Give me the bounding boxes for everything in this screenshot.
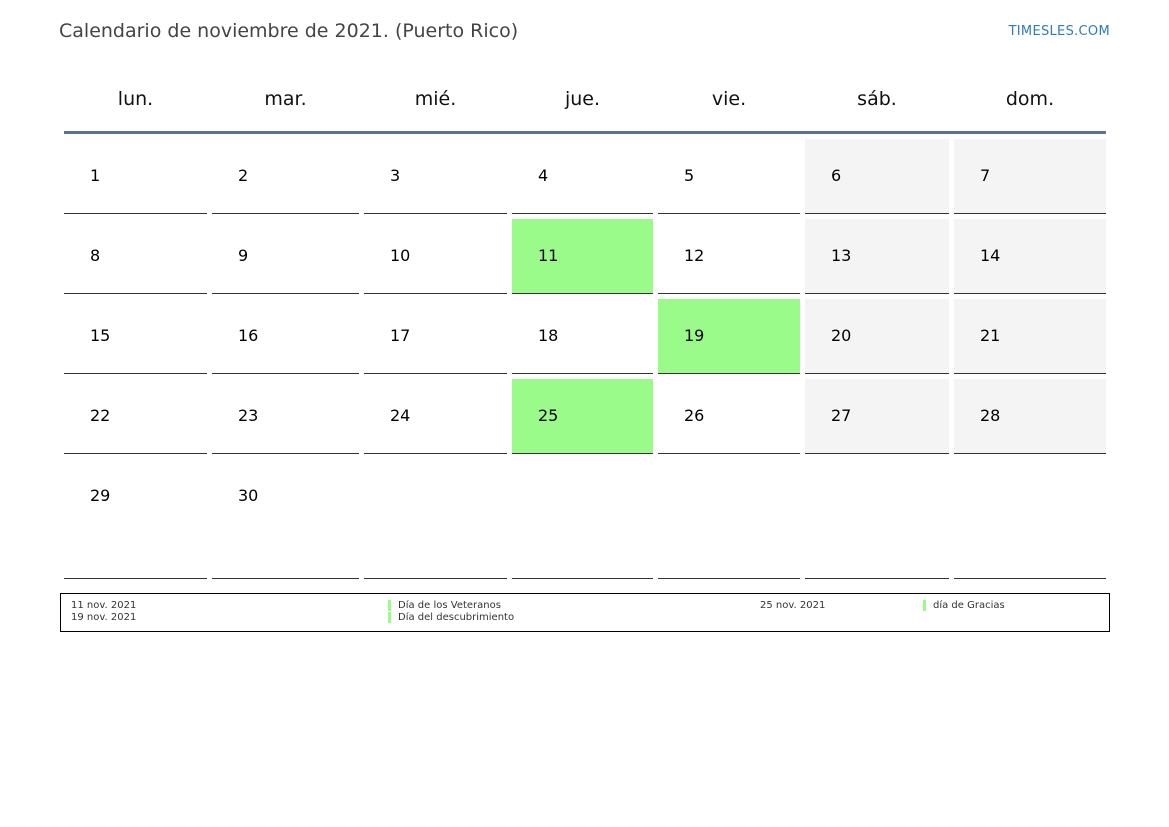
- day-cell[interactable]: 17: [364, 299, 507, 374]
- day-cell[interactable]: 27: [805, 379, 949, 454]
- weekday-label: dom.: [1005, 88, 1055, 110]
- holiday-date: 19 nov. 2021: [71, 612, 137, 623]
- day-number: 30: [238, 486, 259, 505]
- weekday-header-row: lun. mar. mié. jue. vie. sáb. dom.: [64, 75, 1106, 131]
- day-cell[interactable]: 22: [64, 379, 207, 454]
- day-cell[interactable]: 7: [954, 139, 1106, 214]
- holiday-date: 11 nov. 2021: [71, 600, 137, 611]
- day-cell[interactable]: 30: [212, 459, 359, 579]
- page-title: Calendario de noviembre de 2021. (Puerto…: [59, 20, 519, 42]
- weekday-label: jue.: [564, 88, 601, 110]
- day-number: 22: [90, 406, 111, 425]
- day-cell[interactable]: [658, 459, 800, 579]
- day-cell[interactable]: 1: [64, 139, 207, 214]
- day-number: 27: [831, 406, 852, 425]
- header-divider: [64, 131, 1106, 134]
- day-number: 6: [831, 166, 842, 185]
- weekday-label: mié.: [414, 88, 457, 110]
- day-number: 23: [238, 406, 259, 425]
- day-number: 29: [90, 486, 111, 505]
- day-cell[interactable]: 15: [64, 299, 207, 374]
- day-cell-holiday[interactable]: 19: [658, 299, 800, 374]
- day-cell[interactable]: 14: [954, 219, 1106, 294]
- week-row: 1 2 3 4 5 6 7: [64, 139, 1106, 214]
- day-number: 24: [390, 406, 411, 425]
- day-cell[interactable]: 23: [212, 379, 359, 454]
- day-number: 16: [238, 326, 259, 345]
- day-number: 8: [90, 246, 101, 265]
- day-cell[interactable]: [512, 459, 653, 579]
- day-cell[interactable]: 28: [954, 379, 1106, 454]
- day-number: 4: [538, 166, 549, 185]
- day-number: 15: [90, 326, 111, 345]
- day-cell-holiday[interactable]: 11: [512, 219, 653, 294]
- holiday-legend: 11 nov. 2021 Día de los Veteranos 19 nov. …: [60, 593, 1110, 632]
- day-cell[interactable]: 12: [658, 219, 800, 294]
- weekday-label: vie.: [711, 88, 747, 110]
- day-cell[interactable]: 8: [64, 219, 207, 294]
- holiday-name: Día de los Veteranos: [388, 600, 501, 611]
- day-cell[interactable]: 18: [512, 299, 653, 374]
- weekday-label: sáb.: [857, 88, 897, 110]
- day-number: 28: [980, 406, 1001, 425]
- day-cell[interactable]: 5: [658, 139, 800, 214]
- week-row: 22 23 24 25 26 27 28: [64, 379, 1106, 454]
- day-cell[interactable]: 29: [64, 459, 207, 579]
- day-cell[interactable]: 20: [805, 299, 949, 374]
- day-number: 20: [831, 326, 852, 345]
- day-number: 11: [538, 246, 559, 265]
- day-number: 14: [980, 246, 1001, 265]
- day-cell[interactable]: 2: [212, 139, 359, 214]
- day-number: 10: [390, 246, 411, 265]
- holiday-name: día de Gracias: [923, 600, 1005, 611]
- weekday-label: mar.: [264, 88, 307, 110]
- day-cell[interactable]: [805, 459, 949, 579]
- week-row: 8 9 10 11 12 13 14: [64, 219, 1106, 294]
- brand-link[interactable]: TIMESLES.COM: [1008, 24, 1110, 39]
- day-number: 12: [684, 246, 705, 265]
- calendar-grid: lun. mar. mié. jue. vie. sáb. dom. 1 2 3 4 5 6 7 8 9 10…: [64, 75, 1106, 579]
- day-cell[interactable]: 4: [512, 139, 653, 214]
- day-cell[interactable]: 6: [805, 139, 949, 214]
- day-number: 17: [390, 326, 411, 345]
- day-cell[interactable]: 9: [212, 219, 359, 294]
- day-number: 19: [684, 326, 705, 345]
- day-cell-holiday[interactable]: 25: [512, 379, 653, 454]
- day-number: 26: [684, 406, 705, 425]
- day-cell[interactable]: 26: [658, 379, 800, 454]
- week-row: 15 16 17 18 19 20 21: [64, 299, 1106, 374]
- day-cell[interactable]: 10: [364, 219, 507, 294]
- day-cell[interactable]: [364, 459, 507, 579]
- day-cell[interactable]: 21: [954, 299, 1106, 374]
- weekday-label: lun.: [117, 88, 154, 110]
- day-number: 13: [831, 246, 852, 265]
- day-number: 1: [90, 166, 101, 185]
- calendar-weeks: 1 2 3 4 5 6 7 8 9 10 11 12 13 14 15 16 17 18 19 20 21 22 23 24 2…: [64, 139, 1106, 579]
- day-cell[interactable]: 3: [364, 139, 507, 214]
- day-number: 9: [238, 246, 249, 265]
- day-cell[interactable]: [954, 459, 1106, 579]
- holiday-date: 25 nov. 2021: [760, 600, 826, 611]
- day-number: 7: [980, 166, 991, 185]
- day-number: 5: [684, 166, 695, 185]
- day-cell[interactable]: 24: [364, 379, 507, 454]
- day-cell[interactable]: 16: [212, 299, 359, 374]
- day-cell[interactable]: 13: [805, 219, 949, 294]
- week-row: 29 30: [64, 459, 1106, 579]
- holiday-name: Día del descubrimiento: [388, 612, 514, 623]
- day-number: 2: [238, 166, 249, 185]
- day-number: 3: [390, 166, 401, 185]
- day-number: 18: [538, 326, 559, 345]
- day-number: 25: [538, 406, 559, 425]
- day-number: 21: [980, 326, 1001, 345]
